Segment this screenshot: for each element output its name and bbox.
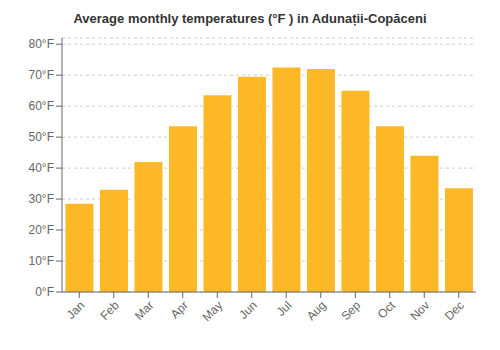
- svg-text:50°F: 50°F: [29, 130, 54, 144]
- svg-text:May: May: [199, 298, 225, 324]
- svg-text:Aug: Aug: [304, 298, 329, 323]
- svg-text:10°F: 10°F: [29, 254, 54, 268]
- svg-text:20°F: 20°F: [29, 223, 54, 237]
- svg-text:Oct: Oct: [375, 298, 399, 322]
- svg-text:0°F: 0°F: [35, 285, 54, 299]
- svg-text:Nov: Nov: [407, 298, 432, 323]
- svg-text:Jul: Jul: [274, 298, 295, 319]
- svg-text:Mar: Mar: [132, 298, 157, 323]
- svg-text:Feb: Feb: [97, 298, 122, 323]
- svg-text:80°F: 80°F: [29, 37, 54, 51]
- svg-text:Dec: Dec: [442, 298, 467, 323]
- svg-text:Apr: Apr: [168, 298, 191, 321]
- svg-text:40°F: 40°F: [29, 161, 54, 175]
- svg-text:30°F: 30°F: [29, 192, 54, 206]
- svg-text:70°F: 70°F: [29, 68, 54, 82]
- svg-text:Jan: Jan: [64, 298, 88, 322]
- svg-text:Jun: Jun: [236, 298, 260, 322]
- html-text:Average monthly temperatures (: Average monthly temperatures (°F ) in Ad…: [73, 11, 427, 26]
- svg-text:60°F: 60°F: [29, 99, 54, 113]
- svg-text:Sep: Sep: [338, 298, 363, 323]
